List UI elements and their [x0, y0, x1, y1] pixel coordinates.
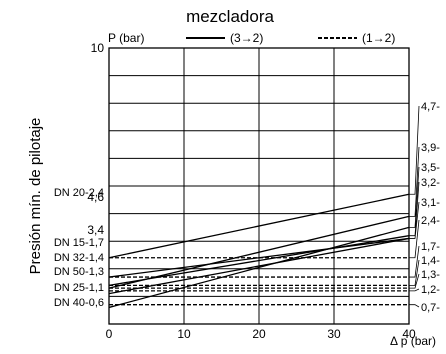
solid-line-0 — [108, 193, 410, 259]
x-axis-label: Δ p (bar) — [390, 334, 436, 348]
legend: (3→2) (1→2) — [186, 31, 395, 45]
left-label-3: DN 50-1,3 — [54, 266, 104, 278]
right-label-dashed-3: 1,3- — [421, 269, 440, 281]
right-connector-9 — [409, 288, 420, 292]
y-tick-label-2: 3,4 — [87, 223, 104, 237]
left-label-4: DN 25-1,1 — [54, 282, 104, 294]
x-tick-label-3: 30 — [327, 327, 341, 341]
y-axis-label: Presión mín. de pilotaje — [27, 118, 44, 275]
left-labels: DN 20-2,4 DN 15-1,7 DN 32-1,4 DN 50-1,3 DN 2… — [54, 187, 104, 309]
right-connector-8 — [409, 273, 420, 289]
left-label-1: DN 15-1,7 — [54, 237, 104, 249]
right-label-solid-3: 3,2- — [421, 177, 440, 189]
right-connector-6 — [409, 245, 420, 278]
right-connector-5 — [409, 219, 420, 259]
legend-solid-label: (3→2) — [230, 31, 263, 45]
y-tick-label-1: 4,6 — [87, 190, 104, 204]
x-tick-label-0: 0 — [106, 327, 113, 341]
x-tick-label-1: 10 — [177, 327, 191, 341]
y-axis-unit: P (bar) — [108, 31, 144, 45]
right-label-solid-1: 3,9- — [421, 142, 440, 154]
x-tick-label-2: 20 — [252, 327, 266, 341]
solid-line-3 — [108, 235, 410, 287]
left-label-5: DN 40-0,6 — [54, 297, 104, 309]
solid-line-4 — [108, 237, 410, 278]
right-connector-10 — [409, 304, 420, 308]
right-connector-4 — [409, 201, 420, 239]
right-label-dashed-2: 1,4- — [421, 255, 440, 267]
right-connector-0 — [409, 105, 420, 195]
right-connector-2 — [409, 166, 420, 228]
y-tick-label-0: 10 — [91, 41, 105, 55]
right-label-dashed-0: 2,4- — [421, 215, 440, 227]
chart-title: mezcladora — [186, 7, 274, 26]
solid-line-1 — [108, 215, 410, 289]
right-label-dashed-1: 1,7- — [421, 241, 440, 253]
right-label-dashed-4: 1,2- — [421, 284, 440, 296]
x-tick-labels: 0 10 20 30 40 — [106, 327, 416, 341]
plot-frame — [108, 47, 410, 325]
solid-lines — [108, 193, 410, 309]
solid-line-5 — [108, 237, 410, 295]
y-tick-labels: 10 4,6 3,4 — [87, 41, 104, 237]
right-label-solid-2: 3,5- — [421, 162, 440, 174]
solid-line-2 — [108, 226, 410, 309]
right-labels: 4,7- 3,9- 3,5- 3,2- 3,1- 2,4- 1,7- 1,4- 1,3- 1,2-… — [409, 101, 440, 314]
left-label-0: DN 20-2,4 — [54, 187, 104, 199]
right-label-solid-4: 3,1- — [421, 197, 440, 209]
left-label-2: DN 32-1,4 — [54, 252, 104, 264]
legend-dashed-label: (1→2) — [362, 31, 395, 45]
right-label-dashed-5: 0,7- — [421, 302, 440, 314]
x-tick-label-4: 40 — [402, 327, 416, 341]
right-connector-7 — [409, 259, 420, 286]
right-label-solid-0: 4,7- — [421, 101, 440, 113]
right-connector-1 — [409, 146, 420, 217]
